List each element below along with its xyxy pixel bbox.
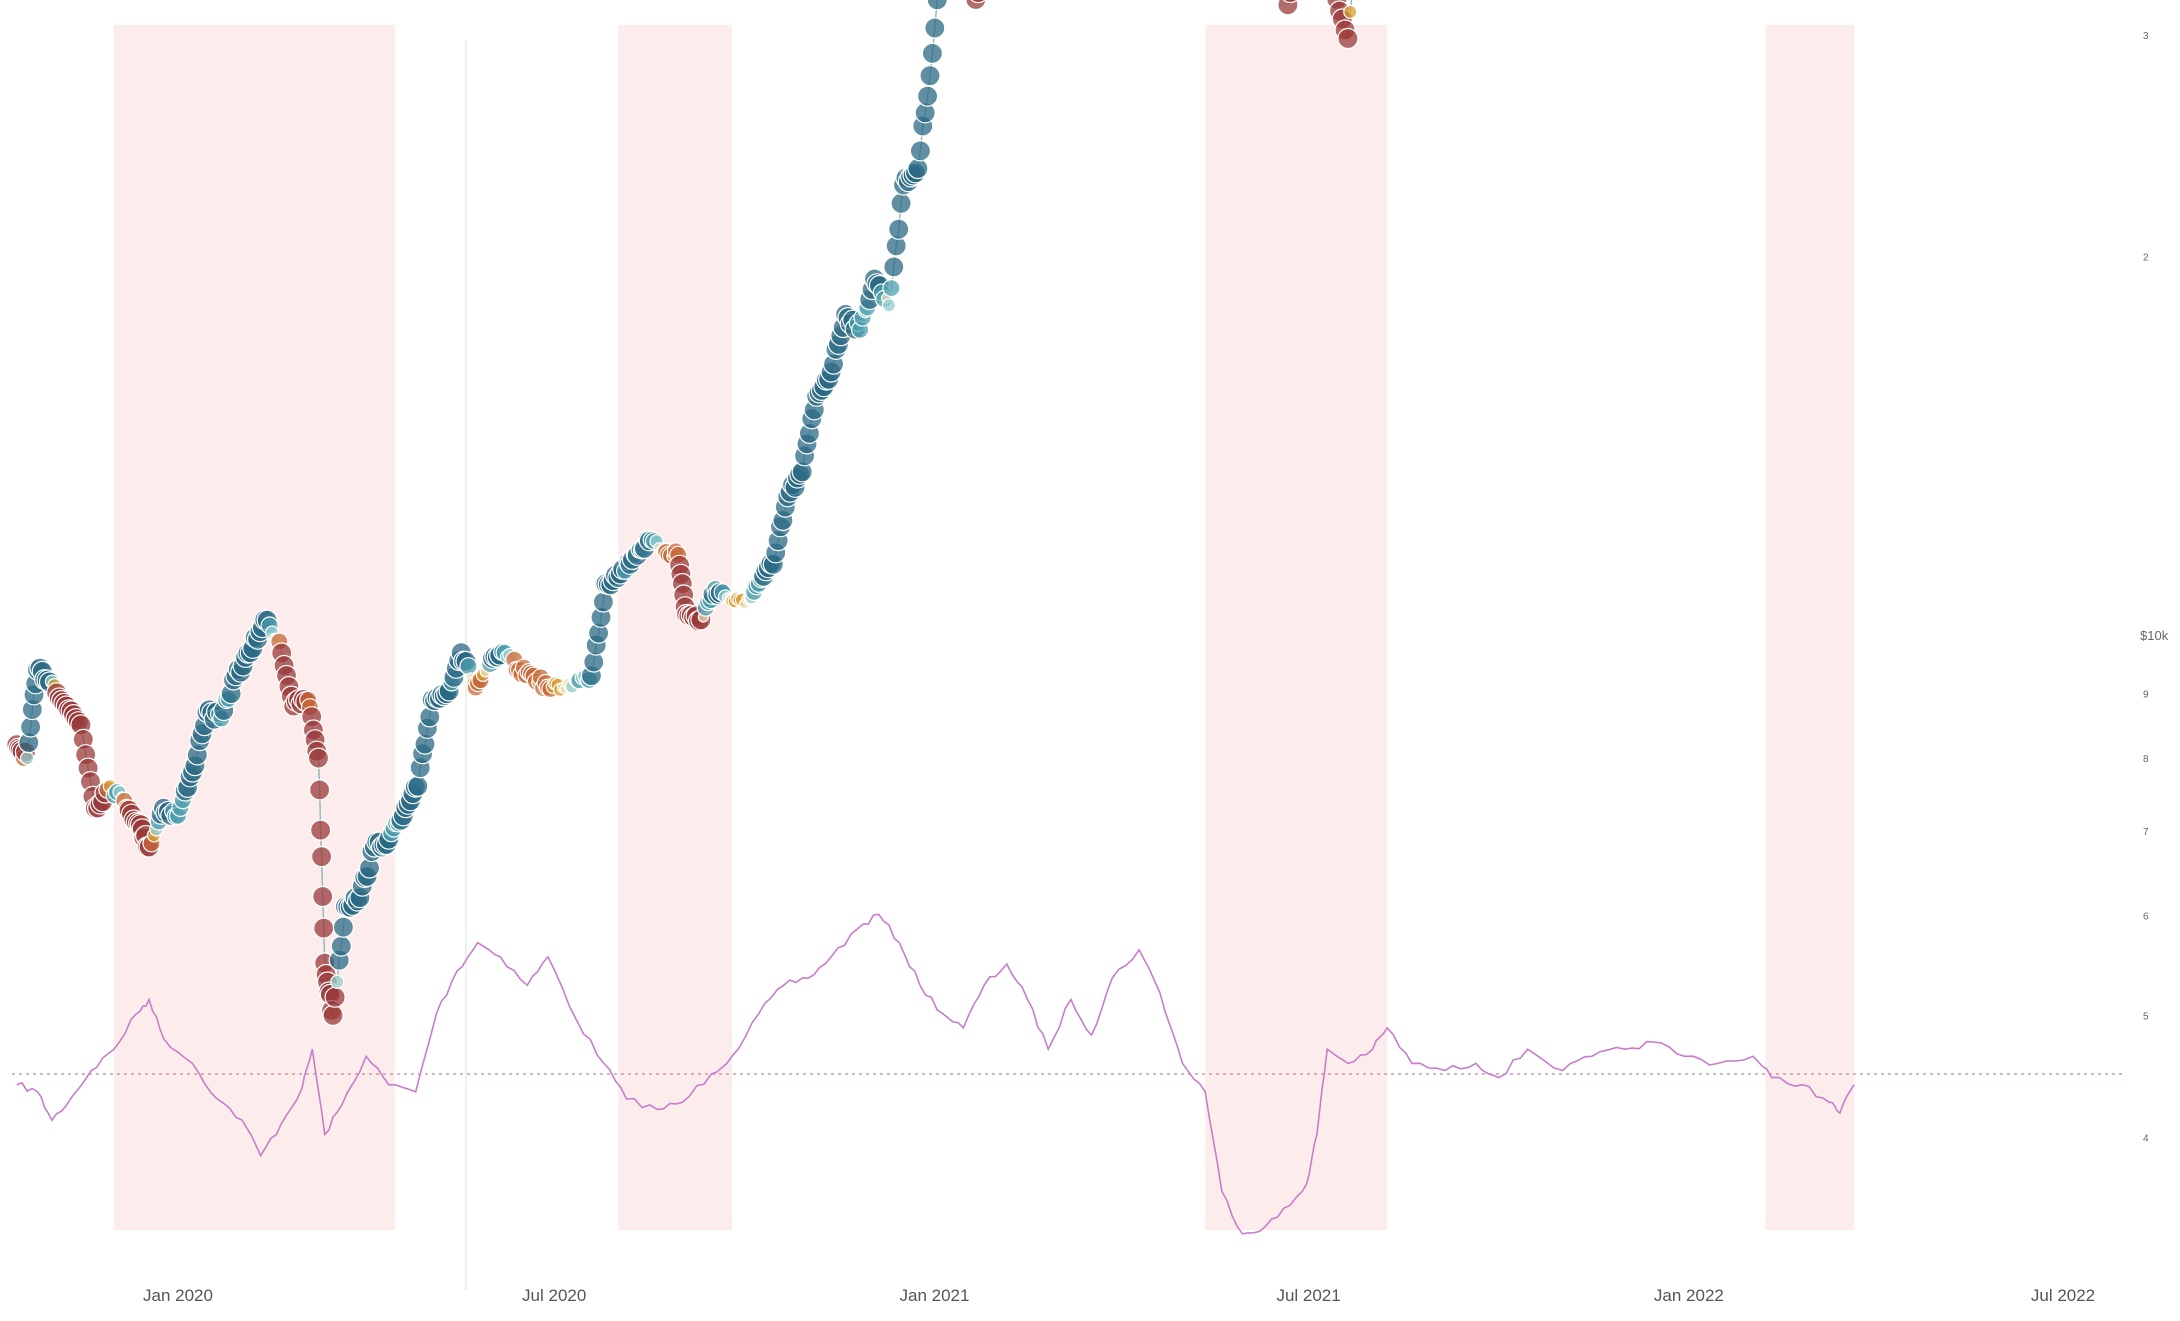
indicator-series — [16, 913, 1855, 1235]
price-point — [330, 935, 352, 957]
price-point — [313, 917, 335, 939]
x-axis: Jan 2020 Jul 2020 Jan 2021 Jul 2021 Jan 2022… — [143, 1286, 2095, 1305]
price-point — [459, 657, 478, 676]
price-point — [312, 885, 334, 908]
x-tick-label: Jul 2022 — [2031, 1286, 2095, 1305]
price-point — [909, 140, 932, 162]
price-point — [330, 974, 345, 990]
price-point — [881, 298, 897, 313]
indicator-line — [16, 913, 1855, 1235]
price-point — [311, 845, 333, 868]
shaded-period-3 — [1205, 25, 1388, 1230]
x-tick-label: Jul 2020 — [522, 1286, 586, 1305]
y-tick-label: 3 — [2143, 31, 2149, 42]
price-point — [1282, 0, 1298, 4]
shaded-period-2 — [618, 25, 732, 1230]
y-tick-label: 7 — [2143, 827, 2149, 838]
price-point — [309, 779, 331, 801]
price-point — [20, 716, 42, 738]
y-tick-label: 5 — [2143, 1011, 2149, 1022]
price-point — [970, 0, 986, 4]
price-point — [916, 85, 939, 107]
x-tick-label: Jan 2022 — [1654, 1286, 1724, 1305]
x-tick-label: Jul 2021 — [1276, 1286, 1340, 1305]
y-tick-label: 2 — [2143, 253, 2149, 264]
price-point — [310, 819, 332, 841]
price-point — [20, 750, 35, 766]
price-point — [882, 279, 901, 298]
price-point — [924, 17, 946, 39]
shaded-periods — [113, 25, 1855, 1230]
price-point — [907, 157, 929, 180]
y-tick-label: 9 — [2143, 690, 2149, 701]
y-tick-label: 8 — [2143, 754, 2149, 765]
price-point — [332, 916, 354, 938]
price-point — [322, 1004, 344, 1026]
price-point — [307, 747, 330, 769]
price-point — [883, 256, 905, 278]
shaded-period-4 — [1765, 25, 1855, 1230]
price-point — [324, 986, 346, 1008]
y-tick-label: 4 — [2143, 1133, 2149, 1144]
price-point — [919, 65, 941, 87]
x-tick-label: Jan 2021 — [900, 1286, 970, 1305]
price-point — [888, 218, 910, 240]
price-point — [407, 775, 429, 797]
price-point — [1277, 0, 1299, 16]
price-point — [1337, 27, 1359, 50]
x-tick-label: Jan 2020 — [143, 1286, 213, 1305]
price-point — [1343, 4, 1358, 19]
price-point — [890, 192, 912, 214]
y-tick-label: $10k — [2140, 628, 2169, 643]
y-tick-label: 6 — [2143, 912, 2149, 923]
price-points — [6, 0, 1359, 1026]
price-point — [926, 0, 948, 11]
price-point — [921, 42, 944, 65]
